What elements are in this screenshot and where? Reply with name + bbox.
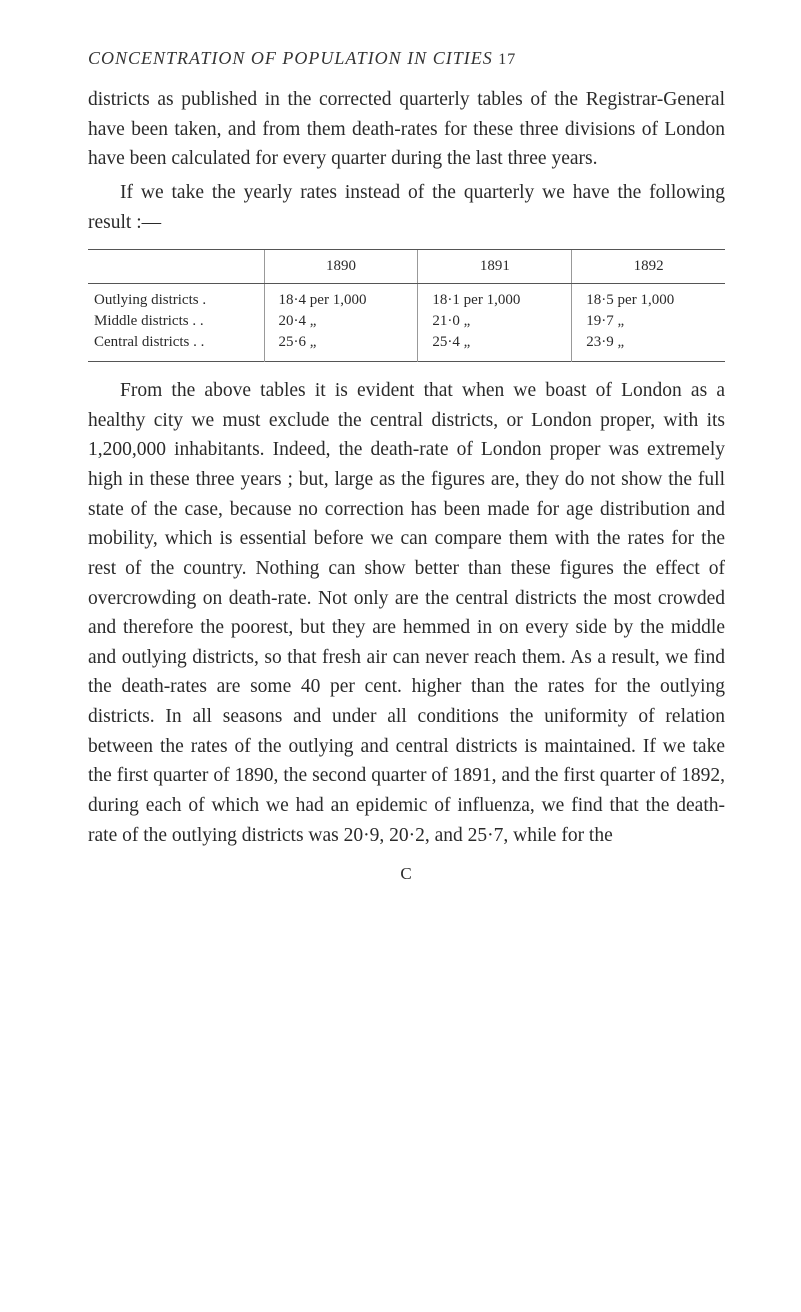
cell: 18·4 per 1,000 (264, 284, 418, 312)
signature-mark: C (88, 864, 725, 884)
col-1890: 1890 (264, 250, 418, 284)
table-row: Central districts . . 25·6 „ 25·4 „ 23·9… (88, 332, 725, 362)
col-1892: 1892 (572, 250, 725, 284)
header-title: CONCENTRATION OF POPULATION IN CITIES (88, 48, 493, 68)
running-header: CONCENTRATION OF POPULATION IN CITIES 17 (88, 48, 725, 69)
cell: 18·1 per 1,000 (418, 284, 572, 312)
row-label: Central districts . . (88, 332, 264, 362)
cell: 23·9 „ (572, 332, 725, 362)
paragraph-3: From the above tables it is evident that… (88, 376, 725, 850)
cell: 25·6 „ (264, 332, 418, 362)
cell: 21·0 „ (418, 311, 572, 332)
cell: 18·5 per 1,000 (572, 284, 725, 312)
row-label: Outlying districts . (88, 284, 264, 312)
paragraph-1: districts as published in the corrected … (88, 85, 725, 174)
paragraph-2: If we take the yearly rates instead of t… (88, 178, 725, 237)
col-1891: 1891 (418, 250, 572, 284)
table-row: Outlying districts . 18·4 per 1,000 18·1… (88, 284, 725, 312)
cell: 20·4 „ (264, 311, 418, 332)
page-number: 17 (498, 51, 516, 68)
cell: 19·7 „ (572, 311, 725, 332)
table-header-row: 1890 1891 1892 (88, 250, 725, 284)
col-blank (88, 250, 264, 284)
table-row: Middle districts . . 20·4 „ 21·0 „ 19·7 … (88, 311, 725, 332)
death-rate-table: 1890 1891 1892 Outlying districts . 18·4… (88, 249, 725, 362)
row-label: Middle districts . . (88, 311, 264, 332)
cell: 25·4 „ (418, 332, 572, 362)
